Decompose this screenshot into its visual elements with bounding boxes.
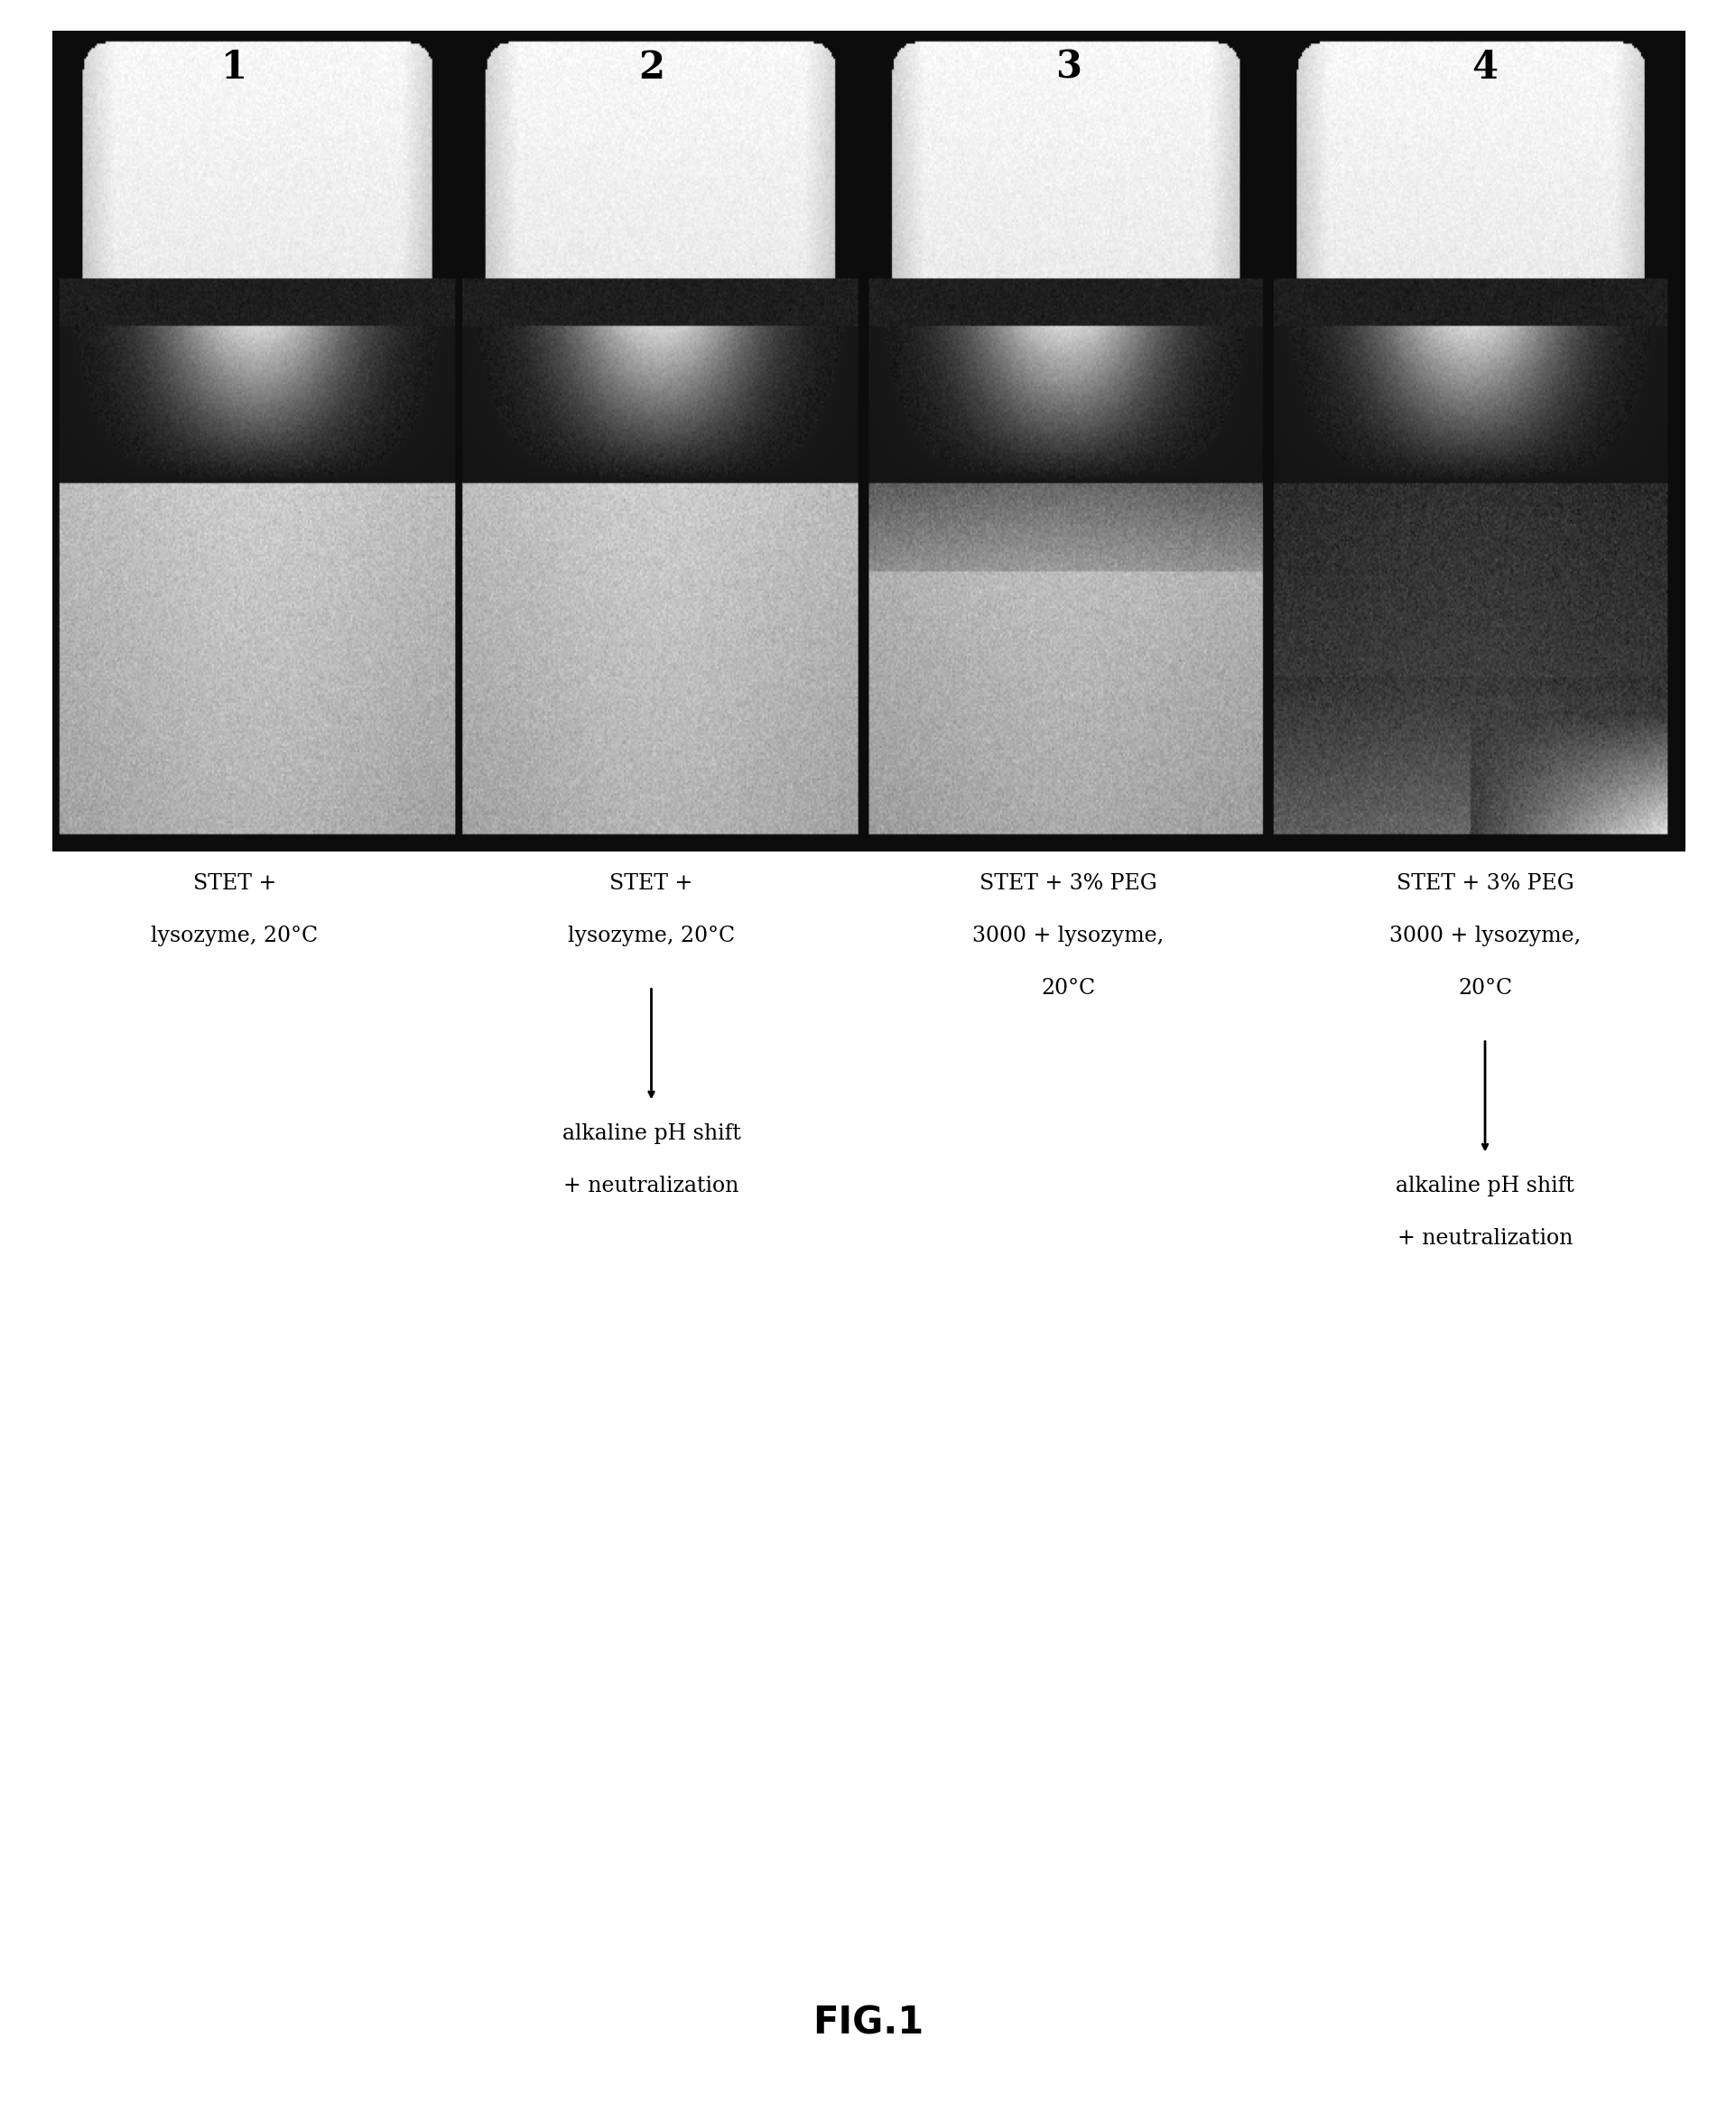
Text: 20°C: 20°C [1457,978,1512,999]
Text: lysozyme, 20°C: lysozyme, 20°C [151,925,318,946]
Text: STET +: STET + [609,873,693,894]
Text: 3: 3 [1054,48,1082,86]
Text: 4: 4 [1470,48,1498,86]
Text: + neutralization: + neutralization [1396,1228,1573,1249]
Text: 3000 + lysozyme,: 3000 + lysozyme, [972,925,1163,946]
Text: STET +: STET + [193,873,276,894]
Text: FIG.1: FIG.1 [812,2004,924,2042]
Text: lysozyme, 20°C: lysozyme, 20°C [568,925,734,946]
Text: alkaline pH shift: alkaline pH shift [1396,1176,1573,1197]
Text: alkaline pH shift: alkaline pH shift [562,1123,740,1144]
Text: 3000 + lysozyme,: 3000 + lysozyme, [1389,925,1580,946]
Text: 1: 1 [220,48,248,86]
Text: 2: 2 [637,48,665,86]
Text: 20°C: 20°C [1040,978,1095,999]
Text: STET + 3% PEG: STET + 3% PEG [979,873,1156,894]
Text: STET + 3% PEG: STET + 3% PEG [1396,873,1573,894]
Text: + neutralization: + neutralization [562,1176,740,1197]
